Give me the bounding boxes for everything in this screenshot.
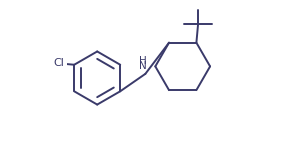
Text: H: H — [139, 56, 147, 66]
Text: Cl: Cl — [54, 58, 64, 68]
Text: N: N — [139, 61, 147, 71]
